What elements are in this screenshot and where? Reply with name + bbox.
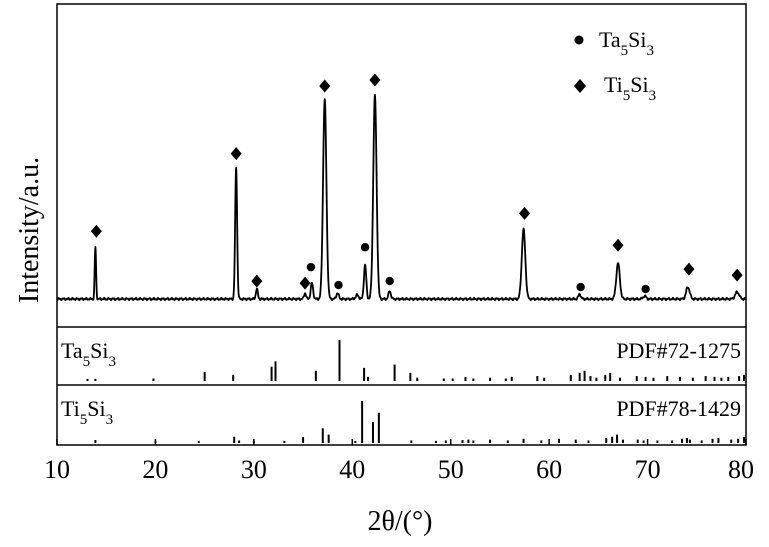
peak-marker-diamond-1 [230, 147, 242, 161]
x-axis: 10 20 30 40 50 60 70 80 [44, 439, 754, 484]
reference-phase-label-ti5si3: Ti5Si3 [61, 396, 113, 428]
peak-markers [90, 73, 743, 294]
peak-marker-diamond-0 [90, 224, 102, 238]
x-tick-label-30: 30 [241, 455, 267, 484]
x-axis-title: 2θ/(°) [367, 506, 432, 537]
x-tick-label-70: 70 [635, 455, 661, 484]
peak-marker-circle-11 [576, 282, 585, 292]
peak-marker-diamond-8 [369, 73, 381, 87]
reference-panel-ta5si3: Ta5Si3 PDF#72-1275 [61, 338, 746, 381]
reference-lines-ta5si3 [86, 340, 746, 381]
peak-marker-diamond-2 [251, 274, 263, 288]
x-tick-label-10: 10 [44, 455, 70, 484]
peak-marker-diamond-15 [731, 268, 743, 282]
y-axis-title: Intensity/a.u. [14, 157, 45, 303]
plot-frame [56, 3, 747, 446]
legend-diamond-marker [574, 79, 586, 93]
peak-marker-diamond-14 [683, 262, 695, 276]
legend-circle-marker [574, 35, 584, 45]
peak-marker-diamond-5 [319, 79, 331, 93]
legend-label-ti5si3: Ti5Si3 [604, 72, 656, 104]
x-tick-label-80: 80 [728, 455, 754, 484]
x-tick-label-20: 20 [142, 455, 168, 484]
legend-label-ta5si3: Ta5Si3 [599, 27, 654, 59]
legend: Ta5Si3 Ti5Si3 [574, 27, 656, 104]
peak-marker-diamond-12 [612, 238, 624, 252]
xrd-pattern-line [56, 93, 747, 302]
reference-phase-label-ta5si3: Ta5Si3 [61, 338, 116, 370]
peak-marker-circle-13 [641, 284, 650, 294]
peak-marker-circle-6 [334, 280, 343, 290]
reference-panel-ti5si3: Ti5Si3 PDF#78-1429 [61, 396, 746, 443]
peak-marker-diamond-3 [299, 276, 311, 290]
peak-marker-circle-4 [306, 262, 316, 272]
x-tick-label-40: 40 [339, 455, 365, 484]
x-tick-label-50: 50 [438, 455, 464, 484]
reference-pdf-label-78-1429: PDF#78-1429 [616, 396, 741, 421]
peak-marker-circle-7 [360, 243, 370, 252]
peak-marker-diamond-10 [519, 206, 531, 220]
peak-marker-circle-9 [385, 276, 394, 286]
x-tick-label-60: 60 [536, 455, 562, 484]
reference-pdf-label-72-1275: PDF#72-1275 [616, 338, 741, 363]
